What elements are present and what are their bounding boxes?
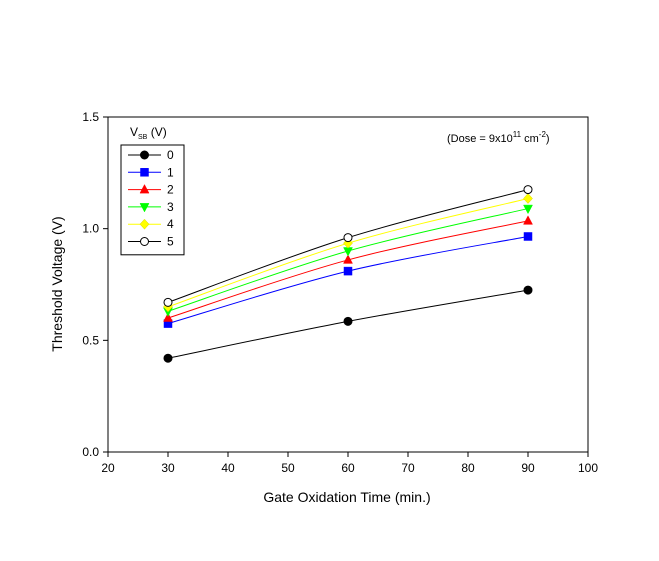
legend-box bbox=[120, 144, 185, 256]
legend-label: 2 bbox=[167, 183, 174, 197]
legend-item-0: 0 bbox=[128, 148, 174, 162]
data-point-series-1 bbox=[523, 232, 533, 241]
y-tick-label: 1.0 bbox=[82, 222, 99, 236]
legend-title: VSB (V) bbox=[130, 125, 167, 141]
data-point-series-2 bbox=[343, 254, 353, 264]
series-5 bbox=[163, 185, 533, 307]
data-point-series-5 bbox=[523, 185, 533, 195]
data-point-series-0 bbox=[523, 285, 533, 295]
y-tick-label: 1.5 bbox=[82, 110, 99, 124]
data-point-series-0 bbox=[343, 316, 353, 326]
x-tick-label: 80 bbox=[461, 461, 475, 475]
series-2 bbox=[163, 215, 533, 322]
x-tick-label: 50 bbox=[281, 461, 295, 475]
legend-marker bbox=[139, 203, 150, 213]
dose-annotation: (Dose = 9x1011 cm-2) bbox=[447, 130, 550, 145]
dose-annotation-exp2: -2 bbox=[539, 130, 547, 139]
dose-annotation-exp1: 11 bbox=[513, 130, 522, 139]
legend-item-3: 3 bbox=[128, 200, 174, 214]
data-point-series-2 bbox=[163, 312, 173, 322]
data-point-series-4 bbox=[523, 193, 533, 204]
dose-annotation-suffix: ) bbox=[546, 133, 550, 145]
legend-marker bbox=[140, 237, 149, 246]
data-point-series-1 bbox=[343, 266, 353, 276]
legend-label: 3 bbox=[167, 200, 174, 214]
x-tick-label: 90 bbox=[521, 461, 535, 475]
x-tick-label: 40 bbox=[221, 461, 235, 475]
legend-item-4: 4 bbox=[128, 217, 174, 231]
x-tick-label: 70 bbox=[401, 461, 415, 475]
y-tick-label: 0.0 bbox=[82, 445, 99, 459]
legend-marker bbox=[140, 168, 149, 177]
legend-marker bbox=[139, 218, 150, 230]
legend-label: 1 bbox=[167, 165, 174, 179]
data-point-series-5 bbox=[163, 297, 173, 307]
series-0 bbox=[163, 285, 533, 363]
y-axis-label: Threshold Voltage (V) bbox=[49, 216, 65, 351]
legend-item-2: 2 bbox=[128, 183, 174, 197]
legend-title-main: V bbox=[130, 125, 138, 139]
legend-item-5: 5 bbox=[128, 235, 174, 249]
legend-label: 0 bbox=[167, 148, 174, 162]
data-point-series-2 bbox=[523, 215, 533, 225]
x-tick-label: 60 bbox=[341, 461, 355, 475]
legend-label: 5 bbox=[167, 235, 174, 249]
x-tick-label: 20 bbox=[101, 461, 115, 475]
legend-title-sub: SB bbox=[138, 134, 148, 141]
legend-label: 4 bbox=[167, 217, 174, 231]
x-tick-label: 100 bbox=[578, 461, 598, 475]
x-axis-label: Gate Oxidation Time (min.) bbox=[263, 489, 430, 505]
data-point-series-5 bbox=[343, 233, 353, 243]
data-point-series-3 bbox=[523, 204, 533, 215]
y-tick-label: 0.5 bbox=[82, 333, 99, 347]
data-point-series-0 bbox=[163, 353, 173, 363]
legend-marker bbox=[139, 184, 150, 194]
x-tick-label: 30 bbox=[161, 461, 175, 475]
legend-item-1: 1 bbox=[128, 165, 174, 179]
legend-marker bbox=[140, 150, 149, 160]
dose-annotation-mid: cm bbox=[521, 133, 539, 145]
legend-title-suffix: (V) bbox=[147, 125, 166, 139]
dose-annotation-prefix: (Dose = 9x10 bbox=[447, 133, 513, 145]
